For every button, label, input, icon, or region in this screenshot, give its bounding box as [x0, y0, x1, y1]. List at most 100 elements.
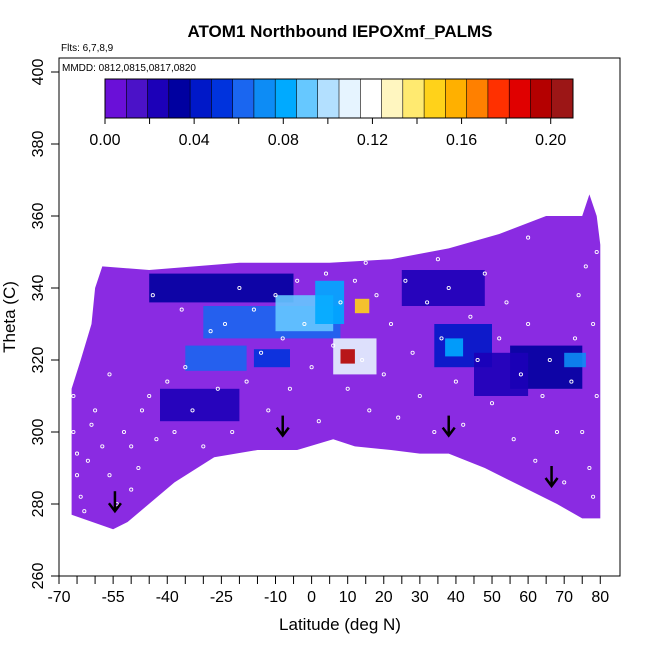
sample-point-42: [338, 300, 343, 305]
field-patch-14: [564, 352, 586, 368]
sample-point-52: [410, 350, 415, 355]
x-tick-label-2: -40: [156, 589, 179, 606]
colorbar-tick-label-1: 0.04: [179, 132, 210, 149]
x-tick-label-8: 30: [411, 589, 429, 606]
colorbar-swatch-10: [317, 79, 340, 118]
sample-point-27: [230, 429, 235, 435]
sample-point-26: [222, 321, 228, 327]
sample-point-74: [569, 379, 574, 384]
arrow-1: [275, 415, 290, 438]
colorbar-swatch-17: [466, 79, 489, 118]
y-tick-label-3: 320: [30, 347, 47, 374]
sample-point-0: [71, 393, 76, 399]
sample-point-83: [591, 494, 596, 499]
sample-point-20: [172, 429, 177, 435]
sample-point-35: [287, 386, 292, 391]
sample-point-41: [331, 343, 336, 348]
colorbar-frame: [104, 78, 574, 119]
colorbar-tick-label-0: 0.00: [89, 132, 120, 149]
sample-point-82: [594, 249, 599, 255]
colorbar-swatch-2: [147, 79, 170, 118]
sample-point-88: [363, 260, 368, 265]
sample-point-68: [526, 321, 531, 327]
sample-point-40: [323, 271, 329, 276]
field-patch-3: [185, 345, 247, 371]
sample-point-48: [381, 372, 386, 377]
x-tick-label-11: 60: [519, 589, 537, 606]
y-tick-label-7: 400: [30, 59, 47, 86]
colorbar-swatch-21: [551, 79, 574, 118]
sample-point-44: [352, 278, 357, 283]
x-tick-label-7: 20: [375, 589, 393, 606]
arrow-head-1: [275, 426, 290, 438]
sample-point-57: [446, 285, 451, 291]
arrow-0: [107, 491, 122, 514]
colorbar-swatch-6: [232, 79, 255, 118]
sample-point-90: [526, 235, 531, 240]
sample-point-24: [208, 329, 213, 334]
sample-point-5: [82, 509, 87, 514]
flights-note: Flts: 6,7,8,9: [61, 43, 114, 54]
colorbar-swatch-8: [275, 79, 297, 118]
sample-point-31: [259, 350, 264, 355]
colorbar-swatch-19: [509, 79, 531, 118]
sample-point-13: [129, 444, 134, 449]
colorbar-swatch-7: [253, 79, 276, 118]
colorbar: 0.00 0.04 0.08 0.12 0.16 0.20: [89, 78, 574, 149]
colorbar-swatch-15: [424, 79, 446, 118]
sample-point-3: [74, 473, 80, 478]
colorbar-swatch-12: [360, 79, 383, 118]
sample-point-39: [316, 419, 321, 424]
y-tick-label-0: 260: [30, 563, 47, 590]
sample-point-61: [475, 357, 480, 363]
sample-point-66: [511, 437, 516, 442]
sample-point-63: [489, 401, 495, 406]
dates-note: MMDD: 0812,0815,0817,0820: [62, 63, 196, 74]
sample-point-33: [273, 293, 278, 298]
y-tick-label-2: 300: [30, 419, 47, 446]
sample-point-21: [183, 365, 188, 370]
field-patch-5: [315, 280, 345, 324]
sample-point-53: [417, 393, 422, 399]
sample-point-58: [453, 379, 458, 384]
sample-point-73: [562, 480, 567, 485]
sample-point-78: [583, 264, 588, 269]
sample-point-2: [74, 451, 80, 456]
sample-point-65: [504, 300, 509, 305]
y-tick-label-5: 360: [30, 203, 47, 230]
field-patch-0: [149, 273, 294, 303]
sample-point-6: [85, 458, 90, 463]
sample-point-29: [244, 379, 249, 384]
colorbar-swatch-4: [190, 79, 212, 118]
sample-point-46: [367, 408, 372, 413]
x-axis: -70 -55 -40 -25 -10 0 10 20 30 40 50 60 70 80: [47, 576, 609, 606]
sample-point-75: [572, 336, 578, 341]
sample-point-86: [93, 271, 98, 276]
field-patches: [149, 270, 586, 422]
sample-point-16: [139, 408, 145, 413]
sample-points: [71, 235, 599, 514]
y-axis: 260 280 300 320 340 360 380 400: [30, 59, 59, 590]
sample-point-70: [540, 393, 545, 399]
colorbar-swatch-13: [381, 79, 404, 118]
x-tick-label-0: -70: [47, 589, 70, 606]
sample-point-59: [461, 422, 466, 427]
sample-point-89: [435, 257, 440, 262]
sample-point-7: [89, 422, 94, 427]
sample-point-15: [136, 465, 141, 471]
sample-point-32: [266, 408, 271, 413]
sample-point-4: [78, 494, 83, 499]
sample-point-85: [150, 293, 155, 298]
colorbar-swatch-20: [530, 79, 553, 118]
sample-point-30: [251, 307, 256, 312]
chart-title: ATOM1 Northbound IEPOXmf_PALMS: [187, 22, 492, 41]
sample-point-60: [468, 314, 473, 319]
x-tick-label-12: 70: [555, 589, 573, 606]
field-patch-8: [340, 349, 355, 364]
field-patch-12: [445, 338, 464, 357]
arrow-head-3: [544, 477, 559, 489]
sample-point-17: [147, 393, 152, 399]
sample-point-10: [107, 473, 112, 478]
colorbar-swatch-9: [296, 79, 319, 118]
